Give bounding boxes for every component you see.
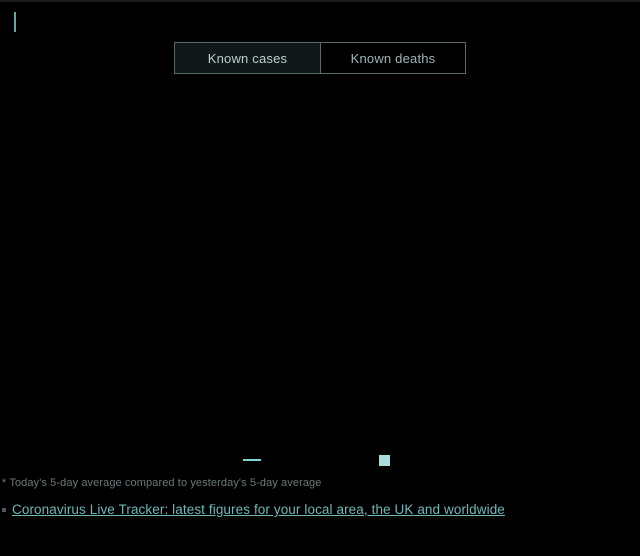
bullet-icon [2,508,6,512]
tracker-link[interactable]: Coronavirus Live Tracker: latest figures… [12,502,505,517]
accent-rule [14,12,16,32]
chart-legend [0,450,640,470]
footnote-text: * Today's 5-day average compared to yest… [2,477,322,489]
bar-swatch-icon [379,455,390,466]
page-root: Known cases Known deaths * Today's 5-day… [0,0,640,556]
tracker-link-row: Coronavirus Live Tracker: latest figures… [2,502,638,517]
legend-item-line [243,459,269,461]
legend-item-bar [379,455,398,466]
tab-known-deaths[interactable]: Known deaths [320,43,465,73]
line-swatch-icon [243,459,261,461]
tab-group: Known cases Known deaths [174,42,466,74]
tab-known-cases[interactable]: Known cases [175,43,320,73]
chart-canvas [10,92,630,448]
